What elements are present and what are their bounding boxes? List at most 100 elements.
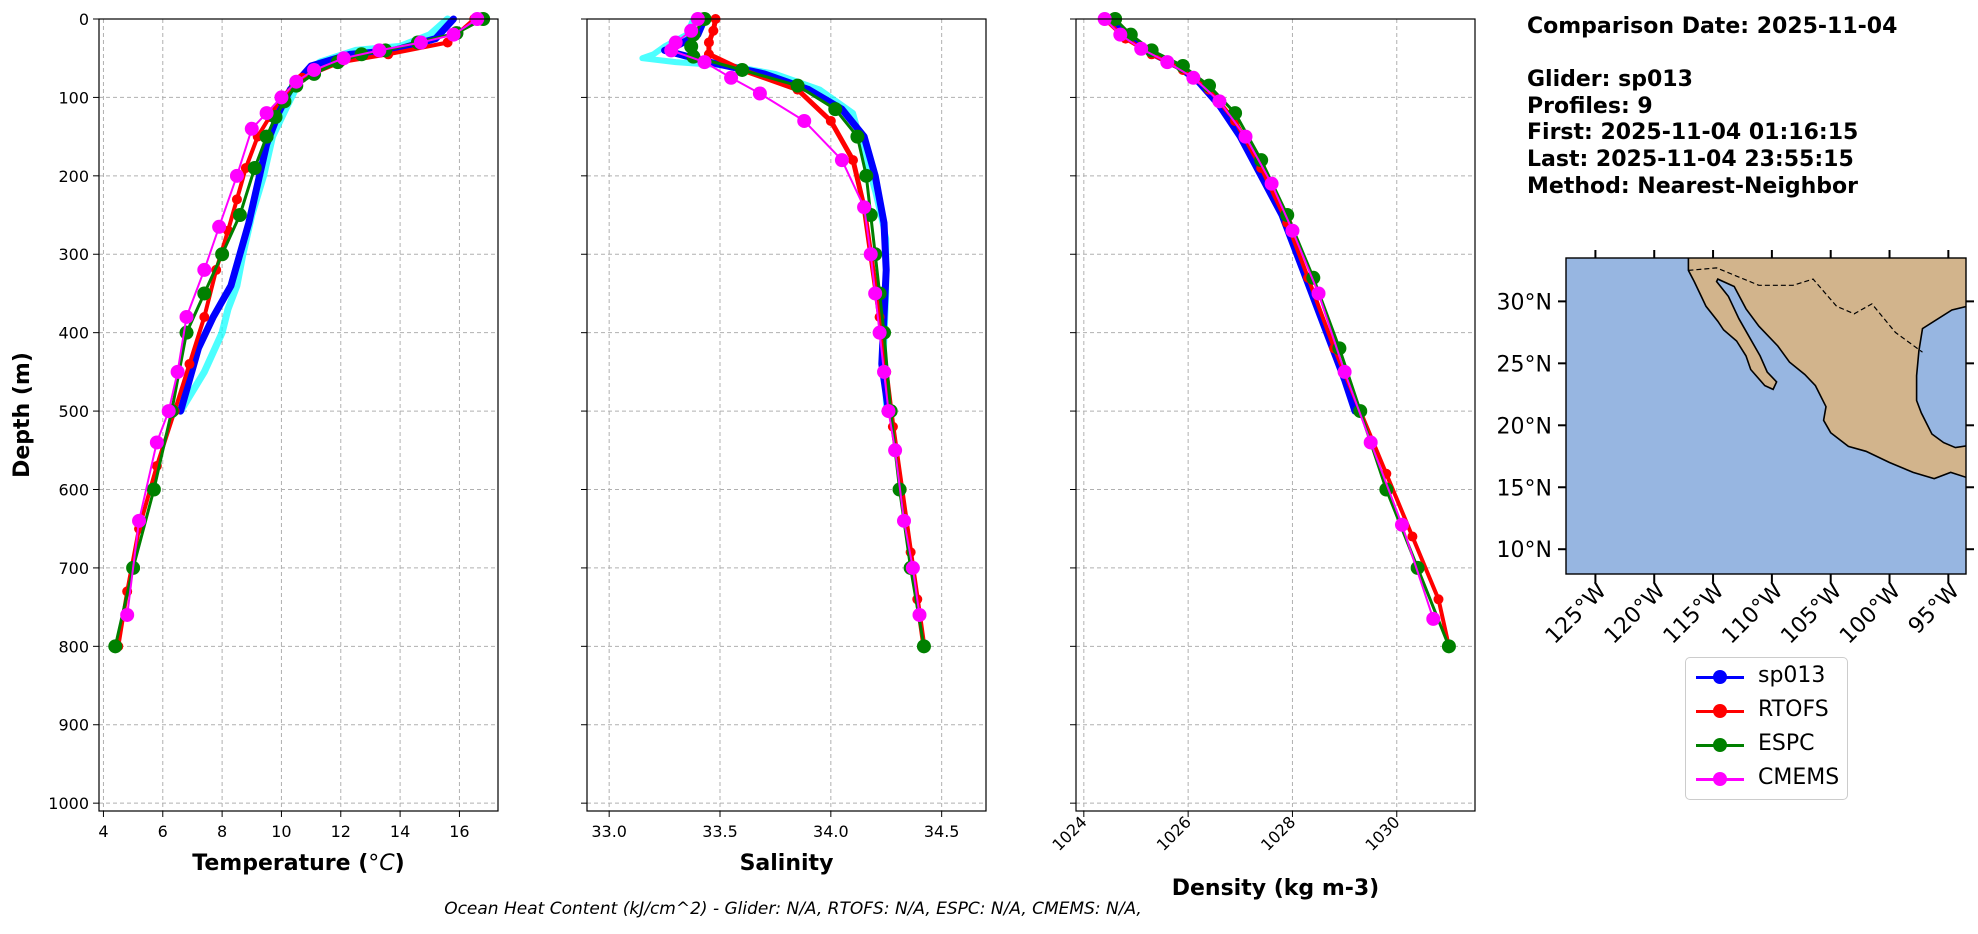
data-point <box>752 86 767 101</box>
data-point <box>848 155 858 166</box>
y-tick-label: 1000 <box>48 794 89 813</box>
data-point <box>229 168 244 183</box>
data-point <box>1264 176 1279 191</box>
x-tick-label: 1028 <box>1257 812 1299 854</box>
ocean-heat-content-footer: Ocean Heat Content (kJ/cm^2) - Glider: N… <box>444 899 1142 919</box>
data-point <box>1144 43 1159 58</box>
spacer <box>1527 41 1897 68</box>
x-tick-label: 6 <box>158 822 168 841</box>
map-lon-label: 100°W <box>1835 578 1906 649</box>
axes-frame <box>98 18 499 812</box>
data-point <box>859 168 874 183</box>
data-point <box>868 286 883 301</box>
data-point <box>1407 531 1418 542</box>
x-tick-label: 33.5 <box>702 822 738 841</box>
data-point <box>307 62 322 77</box>
map-land <box>1687 258 1966 480</box>
legend-label-espc: ESPC <box>1758 731 1815 756</box>
data-point <box>1394 517 1409 532</box>
y-tick-label: 300 <box>58 245 89 264</box>
map-lon-label: 125°W <box>1541 578 1612 649</box>
glider-name: Glider: sp013 <box>1527 67 1693 93</box>
salinity-panel: 33.0 33.5 34.0 34.5 Salinity <box>581 12 987 876</box>
data-point <box>1426 611 1441 626</box>
x-tick-label: 4 <box>98 822 108 841</box>
x-axis-label: Density (kg m-3) <box>1172 876 1380 901</box>
density-panel: 1024 1026 1028 1030 Density (kg m-3) <box>1048 12 1476 901</box>
data-point <box>197 286 212 301</box>
data-point <box>708 25 719 36</box>
legend-label-rtofs: RTOFS <box>1758 697 1829 722</box>
x-tick-label: 33.0 <box>591 822 627 841</box>
legend-item-rtofs: RTOFS <box>1686 694 1847 728</box>
data-point <box>912 607 927 622</box>
x-tick-label: 1024 <box>1048 812 1090 854</box>
legend-item-cmems: CMEMS <box>1686 762 1847 796</box>
data-point <box>1212 94 1227 109</box>
data-point <box>197 262 212 277</box>
data-point <box>372 43 387 58</box>
y-tick-label: 500 <box>58 402 89 421</box>
x-tick-label: 34.0 <box>813 822 849 841</box>
data-point <box>1363 435 1378 450</box>
data-point <box>1160 55 1175 70</box>
data-point <box>896 513 911 528</box>
series-line <box>1106 15 1359 415</box>
data-point <box>684 23 699 38</box>
axes-frame <box>1075 18 1476 812</box>
data-point <box>232 208 247 223</box>
map-lat-label: 10°N <box>1497 538 1552 563</box>
location-map: 30°N 25°N 20°N 15°N 10°N 125°W120°W115°W110°W… <box>1497 250 1974 649</box>
data-point <box>446 27 461 42</box>
y-tick-label: 0 <box>79 10 89 29</box>
map-lon-label: 95°W <box>1904 578 1965 639</box>
data-point <box>1441 639 1456 654</box>
legend-label-sp013: sp013 <box>1758 663 1826 688</box>
x-tick-label: 14 <box>390 822 410 841</box>
x-tick-label: 10 <box>271 822 291 841</box>
series-line <box>1103 18 1435 620</box>
map-lon-label: 120°W <box>1600 578 1671 649</box>
legend-marker-cmems <box>1713 772 1727 786</box>
map-lon-label: 105°W <box>1776 578 1847 649</box>
data-point <box>863 247 878 262</box>
data-point <box>215 247 230 262</box>
x-axis-label-close: ) <box>395 851 405 876</box>
map-gulf <box>1915 305 1966 449</box>
data-point <box>212 219 227 234</box>
x-axis-label: Salinity <box>740 851 834 876</box>
x-axis-label: Temperature (°C) <box>192 851 404 876</box>
data-point <box>790 78 805 93</box>
data-point <box>184 359 195 370</box>
data-point <box>274 90 289 105</box>
data-point <box>179 309 194 324</box>
legend-marker-rtofs <box>1713 704 1727 718</box>
x-tick-label: 34.5 <box>924 822 960 841</box>
data-point <box>259 106 274 121</box>
data-point <box>664 43 679 58</box>
data-point <box>724 70 739 85</box>
x-tick-label: 12 <box>331 822 351 841</box>
y-tick-label: 800 <box>58 637 89 656</box>
x-tick-label: 8 <box>217 822 227 841</box>
data-point <box>108 639 123 654</box>
y-tick-label: 700 <box>58 559 89 578</box>
data-point <box>834 153 849 168</box>
map-lat-label: 20°N <box>1497 414 1552 439</box>
data-point <box>1337 364 1352 379</box>
data-point <box>1433 594 1444 605</box>
x-axis-label-text: Temperature ( <box>192 851 368 876</box>
last-time: Last: 2025-11-04 23:55:15 <box>1527 146 1854 172</box>
data-point <box>413 35 428 50</box>
data-point <box>132 513 147 528</box>
data-point <box>161 404 176 419</box>
legend-label-cmems: CMEMS <box>1758 765 1840 790</box>
data-point <box>199 311 210 322</box>
data-point <box>259 129 274 144</box>
data-point <box>1134 41 1149 56</box>
legend-marker-espc <box>1713 738 1727 752</box>
data-point <box>850 129 865 144</box>
data-point <box>881 404 896 419</box>
x-axis-label-unit: °C <box>368 851 395 876</box>
